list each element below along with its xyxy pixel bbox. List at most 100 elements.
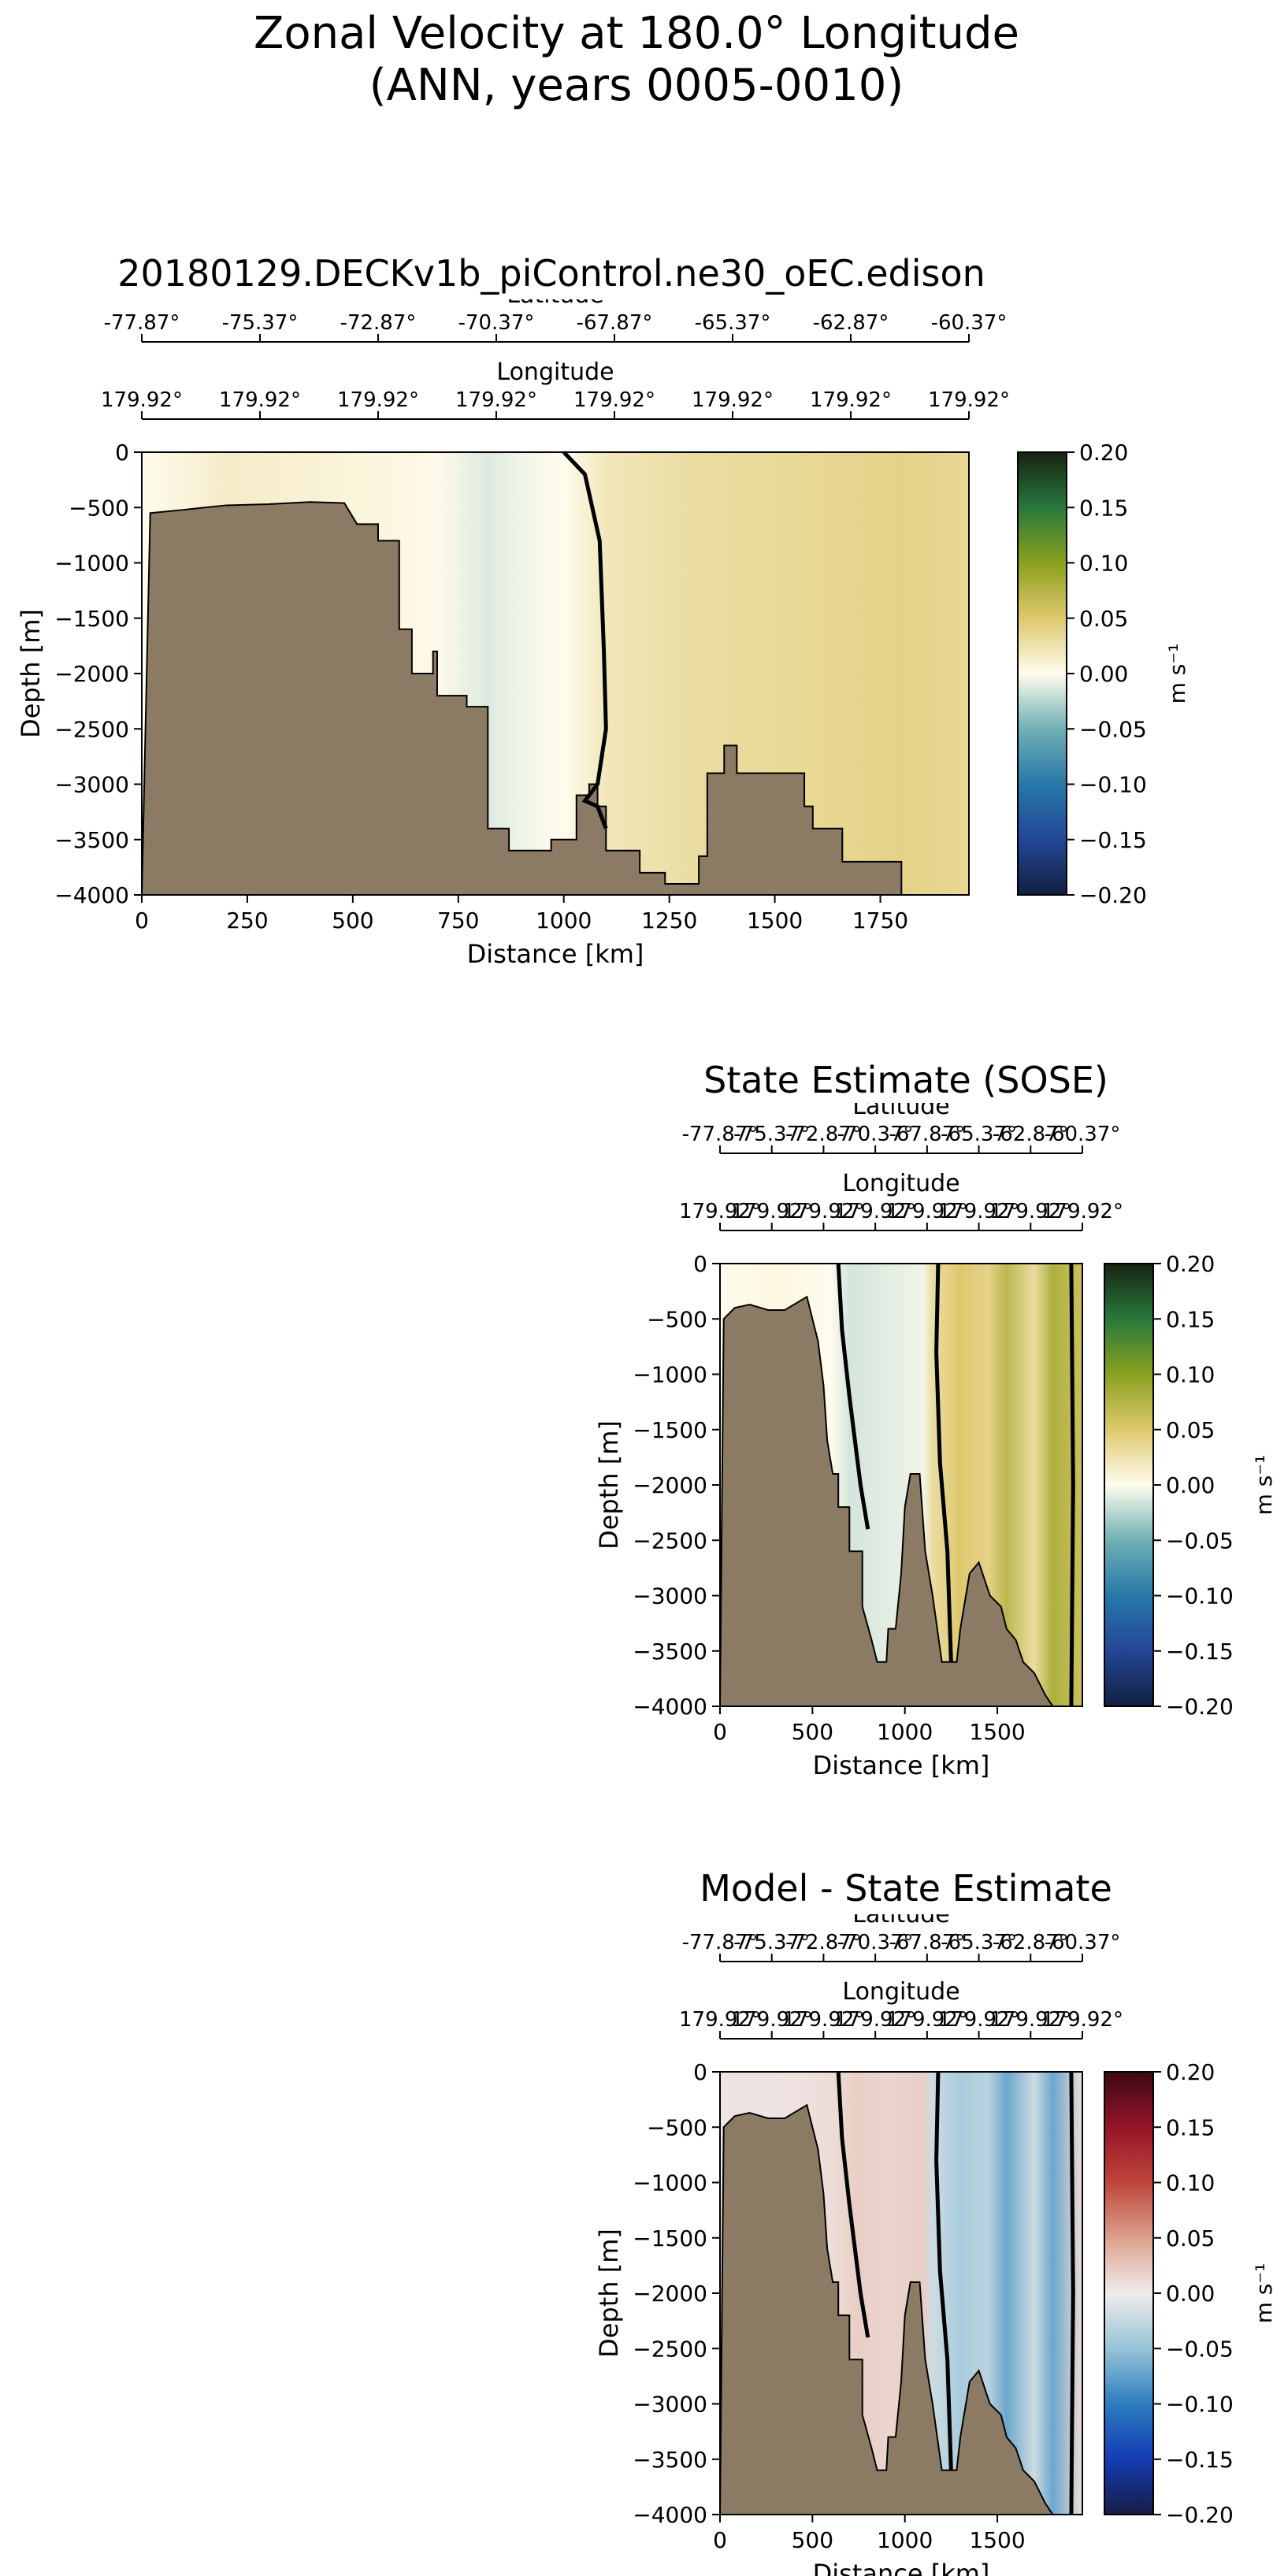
model-x-tick-label-7: 1750	[852, 908, 908, 934]
sose-colorbar-tick-label-2: 0.10	[1166, 1362, 1215, 1388]
difference-x-axis-label: Distance [km]	[813, 2559, 990, 2576]
model-lon-tick-label-2: 179.92°	[337, 388, 419, 412]
model-colorbar-tick-label-2: 0.10	[1079, 551, 1128, 577]
difference-lat-tick-label-2: -72.87°	[785, 1931, 862, 1954]
difference-lat-tick-label-3: -70.37°	[837, 1931, 914, 1954]
difference-x-tick-label-0: 0	[713, 2527, 727, 2553]
difference-lat-tick-label-0: -77.87°	[682, 1931, 759, 1954]
difference-y-tick-label-2: −1000	[633, 2170, 707, 2196]
model-y-tick-label-0: 0	[115, 440, 129, 466]
model-x-tick-label-0: 0	[135, 908, 149, 934]
model-lat-tick-label-5: -65.37°	[695, 311, 771, 335]
model-colorbar-tick-label-4: 0.00	[1079, 661, 1128, 687]
difference-lon-tick-label-1: 179.92°	[731, 2008, 813, 2032]
sose-y-tick-label-6: −3000	[633, 1583, 707, 1609]
sose-x-axis-label: Distance [km]	[813, 1750, 990, 1780]
model-colorbar-tick-label-7: −0.15	[1079, 827, 1147, 853]
sose-lon-tick-label-3: 179.92°	[834, 1200, 916, 1223]
sose-y-tick-label-0: 0	[693, 1251, 707, 1277]
sose-lon-tick-label-6: 179.92°	[989, 1200, 1071, 1223]
sose-colorbar-tick-label-8: −0.20	[1166, 1694, 1234, 1720]
model-y-axis-label: Depth [m]	[16, 609, 46, 738]
model-lat-tick-label-3: -70.37°	[458, 311, 535, 335]
difference-lat-tick-label-5: -65.37°	[941, 1931, 1017, 1954]
difference-lat-tick-label-4: -67.87°	[889, 1931, 965, 1954]
sose-x-tick-label-0: 0	[713, 1719, 727, 1745]
model-lat-tick-label-0: -77.87°	[104, 311, 180, 335]
difference-y-tick-label-1: −500	[647, 2114, 707, 2140]
model-x-tick-label-1: 250	[226, 908, 268, 934]
difference-colorbar-tick-label-3: 0.05	[1166, 2225, 1215, 2251]
model-lon-tick-label-0: 179.92°	[101, 388, 183, 412]
model-lon-tick-label-7: 179.92°	[928, 388, 1010, 412]
difference-y-tick-label-8: −4000	[633, 2502, 707, 2528]
model-y-tick-label-7: −3500	[54, 827, 129, 853]
sose-x-tick-label-1: 500	[792, 1719, 833, 1745]
model-y-tick-label-3: −1500	[54, 606, 129, 632]
model-lat-tick-label-1: -75.37°	[222, 311, 299, 335]
model-y-tick-label-6: −3000	[54, 772, 129, 798]
difference-colorbar-tick-label-6: −0.10	[1166, 2392, 1234, 2418]
model-colorbar-tick-label-6: −0.10	[1079, 772, 1147, 798]
difference-y-axis-label: Depth [m]	[594, 2229, 624, 2358]
panel-title-difference: Model - State Estimate	[700, 1867, 1112, 1910]
difference-y-tick-label-6: −3000	[633, 2392, 707, 2418]
sose-y-tick-label-2: −1000	[633, 1362, 707, 1388]
sose-y-tick-label-7: −3500	[633, 1639, 707, 1665]
sose-bathymetry	[718, 1295, 1082, 1707]
difference-colorbar-tick-label-1: 0.15	[1166, 2114, 1215, 2140]
model-y-tick-label-1: −500	[69, 495, 129, 521]
sose-y-tick-label-8: −4000	[633, 1694, 707, 1720]
sose-colorbar-label: m s⁻¹	[1251, 1455, 1273, 1516]
model-contour-line-0	[562, 451, 608, 830]
difference-x-tick-label-3: 1500	[969, 2527, 1025, 2553]
difference-colorbar	[1104, 2071, 1154, 2515]
difference-lon-tick-label-3: 179.92°	[834, 2008, 916, 2032]
model-colorbar-tick-label-3: 0.05	[1079, 606, 1128, 632]
sose-y-tick-label-3: −1500	[633, 1417, 707, 1443]
model-y-tick-label-8: −4000	[54, 882, 129, 908]
panel-title-sose: State Estimate (SOSE)	[703, 1059, 1108, 1101]
difference-lon-tick-label-4: 179.92°	[886, 2008, 968, 2032]
model-colorbar-tick-label-8: −0.20	[1079, 882, 1147, 908]
model-lat-axis-label: Latitude	[507, 299, 603, 309]
model-y-tick-label-4: −2000	[54, 661, 129, 687]
sose-lat-tick-label-5: -65.37°	[941, 1123, 1017, 1146]
sose-lat-tick-label-1: -75.37°	[733, 1123, 810, 1146]
sose-x-tick-label-3: 1500	[969, 1719, 1025, 1745]
difference-bathymetry	[718, 2103, 1082, 2515]
sose-colorbar-tick-label-3: 0.05	[1166, 1417, 1215, 1443]
sose-lon-tick-label-1: 179.92°	[731, 1200, 813, 1223]
sose-y-axis-label: Depth [m]	[594, 1420, 624, 1550]
model-lon-axis-label: Longitude	[496, 358, 614, 386]
model-colorbar-tick-label-5: −0.05	[1079, 716, 1147, 742]
model-lat-tick-label-7: -60.37°	[931, 311, 1008, 335]
sose-lat-tick-label-7: -60.37°	[1045, 1123, 1121, 1146]
sose-y-tick-label-4: −2000	[633, 1472, 707, 1498]
difference-lon-tick-label-2: 179.92°	[782, 2008, 864, 2032]
difference-y-tick-label-0: 0	[693, 2059, 707, 2085]
model-x-tick-label-3: 750	[437, 908, 479, 934]
model-x-tick-label-4: 1000	[536, 908, 592, 934]
sose-lon-axis-label: Longitude	[842, 1170, 959, 1197]
sose-colorbar-tick-label-1: 0.15	[1166, 1306, 1215, 1332]
difference-contour-line-0	[836, 2071, 870, 2338]
model-y-tick-label-5: −2500	[54, 716, 129, 742]
panel-model-chart: 0 250 500 750 1000 1250 1500 1750 Distance [km] 0…	[16, 299, 1190, 969]
difference-colorbar-label: m s⁻¹	[1251, 2263, 1273, 2324]
difference-lon-tick-label-5: 179.92°	[938, 2008, 1020, 2032]
sose-lon-tick-label-7: 179.92°	[1041, 1200, 1123, 1223]
model-colorbar	[1017, 451, 1067, 896]
sose-colorbar-tick-label-5: −0.05	[1166, 1527, 1234, 1553]
model-colorbar-label: m s⁻¹	[1164, 644, 1190, 704]
sose-lon-tick-label-2: 179.92°	[782, 1200, 864, 1223]
panel-sose-chart: 0 500 1000 1500 Distance [km] 0 −500 −1000 −1500…	[594, 1103, 1273, 1780]
sose-lon-tick-label-4: 179.92°	[886, 1200, 968, 1223]
sose-lat-tick-label-0: -77.87°	[682, 1123, 759, 1146]
model-lat-tick-label-4: -67.87°	[577, 311, 653, 335]
sose-colorbar	[1104, 1263, 1154, 1707]
figure-title-line2: (ANN, years 0005-0010)	[369, 60, 904, 111]
difference-lat-tick-label-7: -60.37°	[1045, 1931, 1121, 1954]
difference-colorbar-tick-label-4: 0.00	[1166, 2281, 1215, 2307]
model-lon-tick-label-3: 179.92°	[455, 388, 537, 412]
